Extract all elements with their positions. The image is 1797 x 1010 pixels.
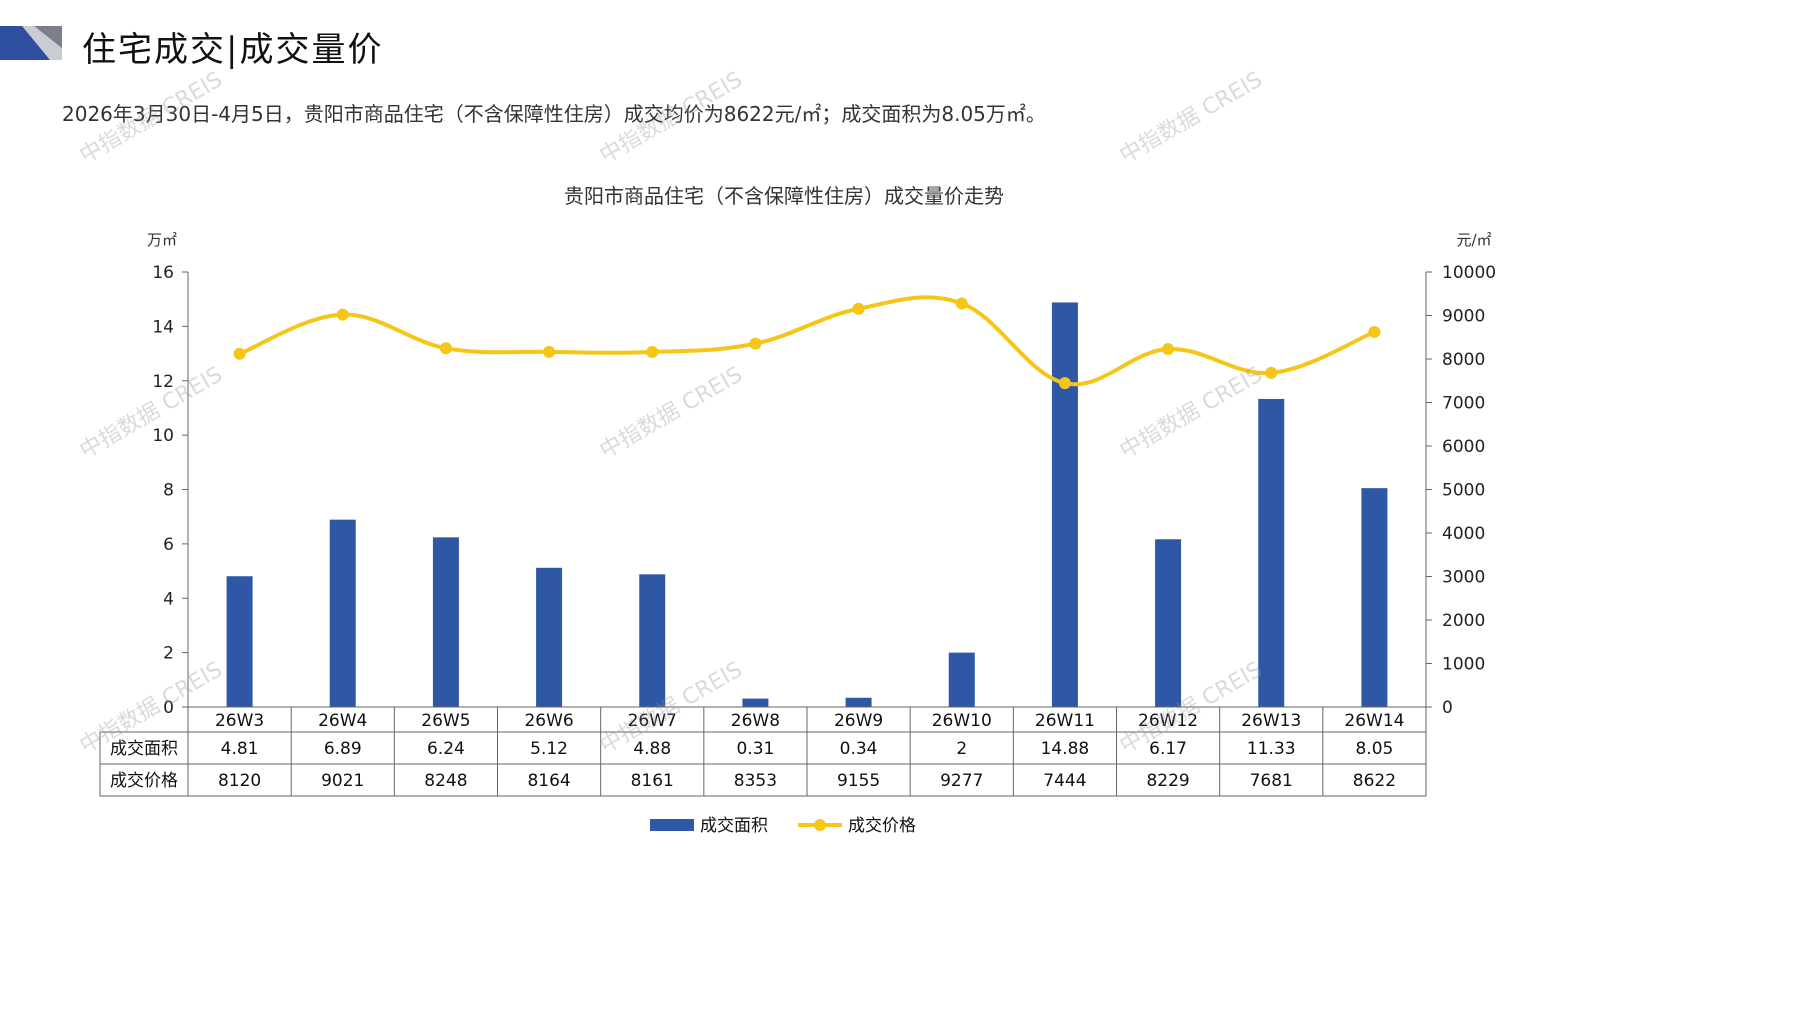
data-label-price: 9021	[321, 771, 364, 791]
x-tick-label: 26W6	[524, 711, 573, 731]
x-tick-label: 26W12	[1138, 711, 1198, 731]
logo-shapes	[0, 26, 62, 60]
table-row-header-area: 成交面积	[110, 739, 178, 759]
price-point-26W8	[749, 337, 762, 350]
data-label-area: 6.89	[324, 739, 362, 759]
x-tick-label: 26W5	[421, 711, 470, 731]
data-label-area: 11.33	[1247, 739, 1296, 759]
price-line	[238, 295, 1376, 387]
data-label-area: 8.05	[1355, 739, 1393, 759]
y-right-tick-label: 10000	[1442, 263, 1496, 283]
data-label-area: 0.31	[736, 739, 774, 759]
price-point-26W13	[1265, 366, 1278, 379]
x-tick-label: 26W11	[1035, 711, 1095, 731]
y-left-tick-label: 14	[152, 317, 174, 337]
bar-area-26W3	[226, 576, 253, 707]
y-left-tick-label: 8	[163, 481, 174, 501]
y-left-tick-label: 0	[163, 698, 174, 718]
y-right-tick-label: 7000	[1442, 394, 1485, 414]
x-tick-label: 26W8	[731, 711, 780, 731]
data-label-price: 7681	[1250, 771, 1293, 791]
price-point-26W10	[955, 297, 968, 310]
y-right-tick-label: 1000	[1442, 655, 1485, 675]
bar-area-26W9	[845, 697, 872, 707]
bar-area-26W6	[536, 567, 563, 707]
x-tick-label: 26W4	[318, 711, 367, 731]
legend-swatch-area	[650, 819, 694, 831]
data-label-area: 5.12	[530, 739, 568, 759]
bar-area-26W11	[1051, 302, 1078, 707]
bar-area-26W8	[742, 698, 769, 707]
y-right-tick-label: 9000	[1442, 307, 1485, 327]
price-point-26W6	[543, 345, 556, 358]
bar-area-26W4	[329, 519, 356, 707]
data-label-area: 0.34	[840, 739, 878, 759]
data-label-price: 7444	[1043, 771, 1086, 791]
data-label-price: 8622	[1353, 771, 1396, 791]
y-left-tick-label: 16	[152, 263, 174, 283]
y-right-tick-label: 0	[1442, 698, 1453, 718]
y-right-tick-label: 8000	[1442, 350, 1485, 370]
data-label-area: 4.88	[633, 739, 671, 759]
x-tick-label: 26W7	[628, 711, 677, 731]
y-right-unit-label: 元/㎡	[1456, 231, 1491, 249]
y-left-tick-label: 6	[163, 535, 174, 555]
y-left-tick-label: 12	[152, 372, 174, 392]
page-title: 住宅成交|成交量价	[82, 30, 384, 70]
data-label-price: 8161	[631, 771, 674, 791]
header-decoration	[0, 18, 700, 68]
data-label-area: 4.81	[221, 739, 259, 759]
price-point-26W14	[1368, 325, 1381, 338]
y-right-tick-label: 5000	[1442, 481, 1485, 501]
data-label-area: 6.17	[1149, 739, 1187, 759]
chart-title: 贵阳市商品住宅（不含保障性住房）成交量价走势	[564, 184, 1004, 208]
price-point-26W3	[233, 347, 246, 360]
bar-area-26W10	[948, 652, 975, 707]
y-left-unit-label: 万㎡	[147, 231, 177, 249]
data-label-price: 8164	[527, 771, 570, 791]
bar-area-26W14	[1361, 488, 1388, 707]
y-left-tick-label: 2	[163, 644, 174, 664]
legend-label-area: 成交面积	[700, 816, 768, 836]
y-right-tick-label: 4000	[1442, 524, 1485, 544]
data-label-area: 6.24	[427, 739, 465, 759]
bar-area-26W5	[432, 537, 459, 707]
x-tick-label: 26W9	[834, 711, 883, 731]
legend-label-price: 成交价格	[848, 816, 916, 836]
data-label-price: 9277	[940, 771, 983, 791]
legend-marker-price	[814, 819, 826, 831]
y-right-tick-label: 2000	[1442, 611, 1485, 631]
price-point-26W9	[852, 302, 865, 315]
price-point-26W11	[1058, 377, 1071, 390]
price-point-26W5	[439, 342, 452, 355]
y-right-tick-label: 6000	[1442, 437, 1485, 457]
data-label-price: 9155	[837, 771, 880, 791]
x-tick-label: 26W14	[1344, 711, 1404, 731]
data-label-area: 2	[956, 739, 967, 759]
data-label-price: 8353	[734, 771, 777, 791]
bar-area-26W12	[1155, 539, 1182, 707]
y-right-tick-label: 3000	[1442, 568, 1485, 588]
bar-area-26W13	[1258, 398, 1285, 707]
data-label-price: 8229	[1146, 771, 1189, 791]
y-left-tick-label: 4	[163, 589, 174, 609]
data-label-price: 8248	[424, 771, 467, 791]
x-tick-label: 26W13	[1241, 711, 1301, 731]
price-point-26W12	[1162, 343, 1175, 356]
x-tick-label: 26W3	[215, 711, 264, 731]
price-point-26W7	[646, 345, 659, 358]
price-point-26W4	[336, 308, 349, 321]
bar-area-26W7	[639, 574, 666, 707]
x-tick-label: 26W10	[932, 711, 992, 731]
table-row-header-price: 成交价格	[110, 771, 178, 791]
summary-text: 2026年3月30日-4月5日，贵阳市商品住宅（不含保障性住房）成交均价为862…	[62, 102, 1046, 126]
y-left-tick-label: 10	[152, 426, 174, 446]
data-label-price: 8120	[218, 771, 261, 791]
data-label-area: 14.88	[1041, 739, 1090, 759]
